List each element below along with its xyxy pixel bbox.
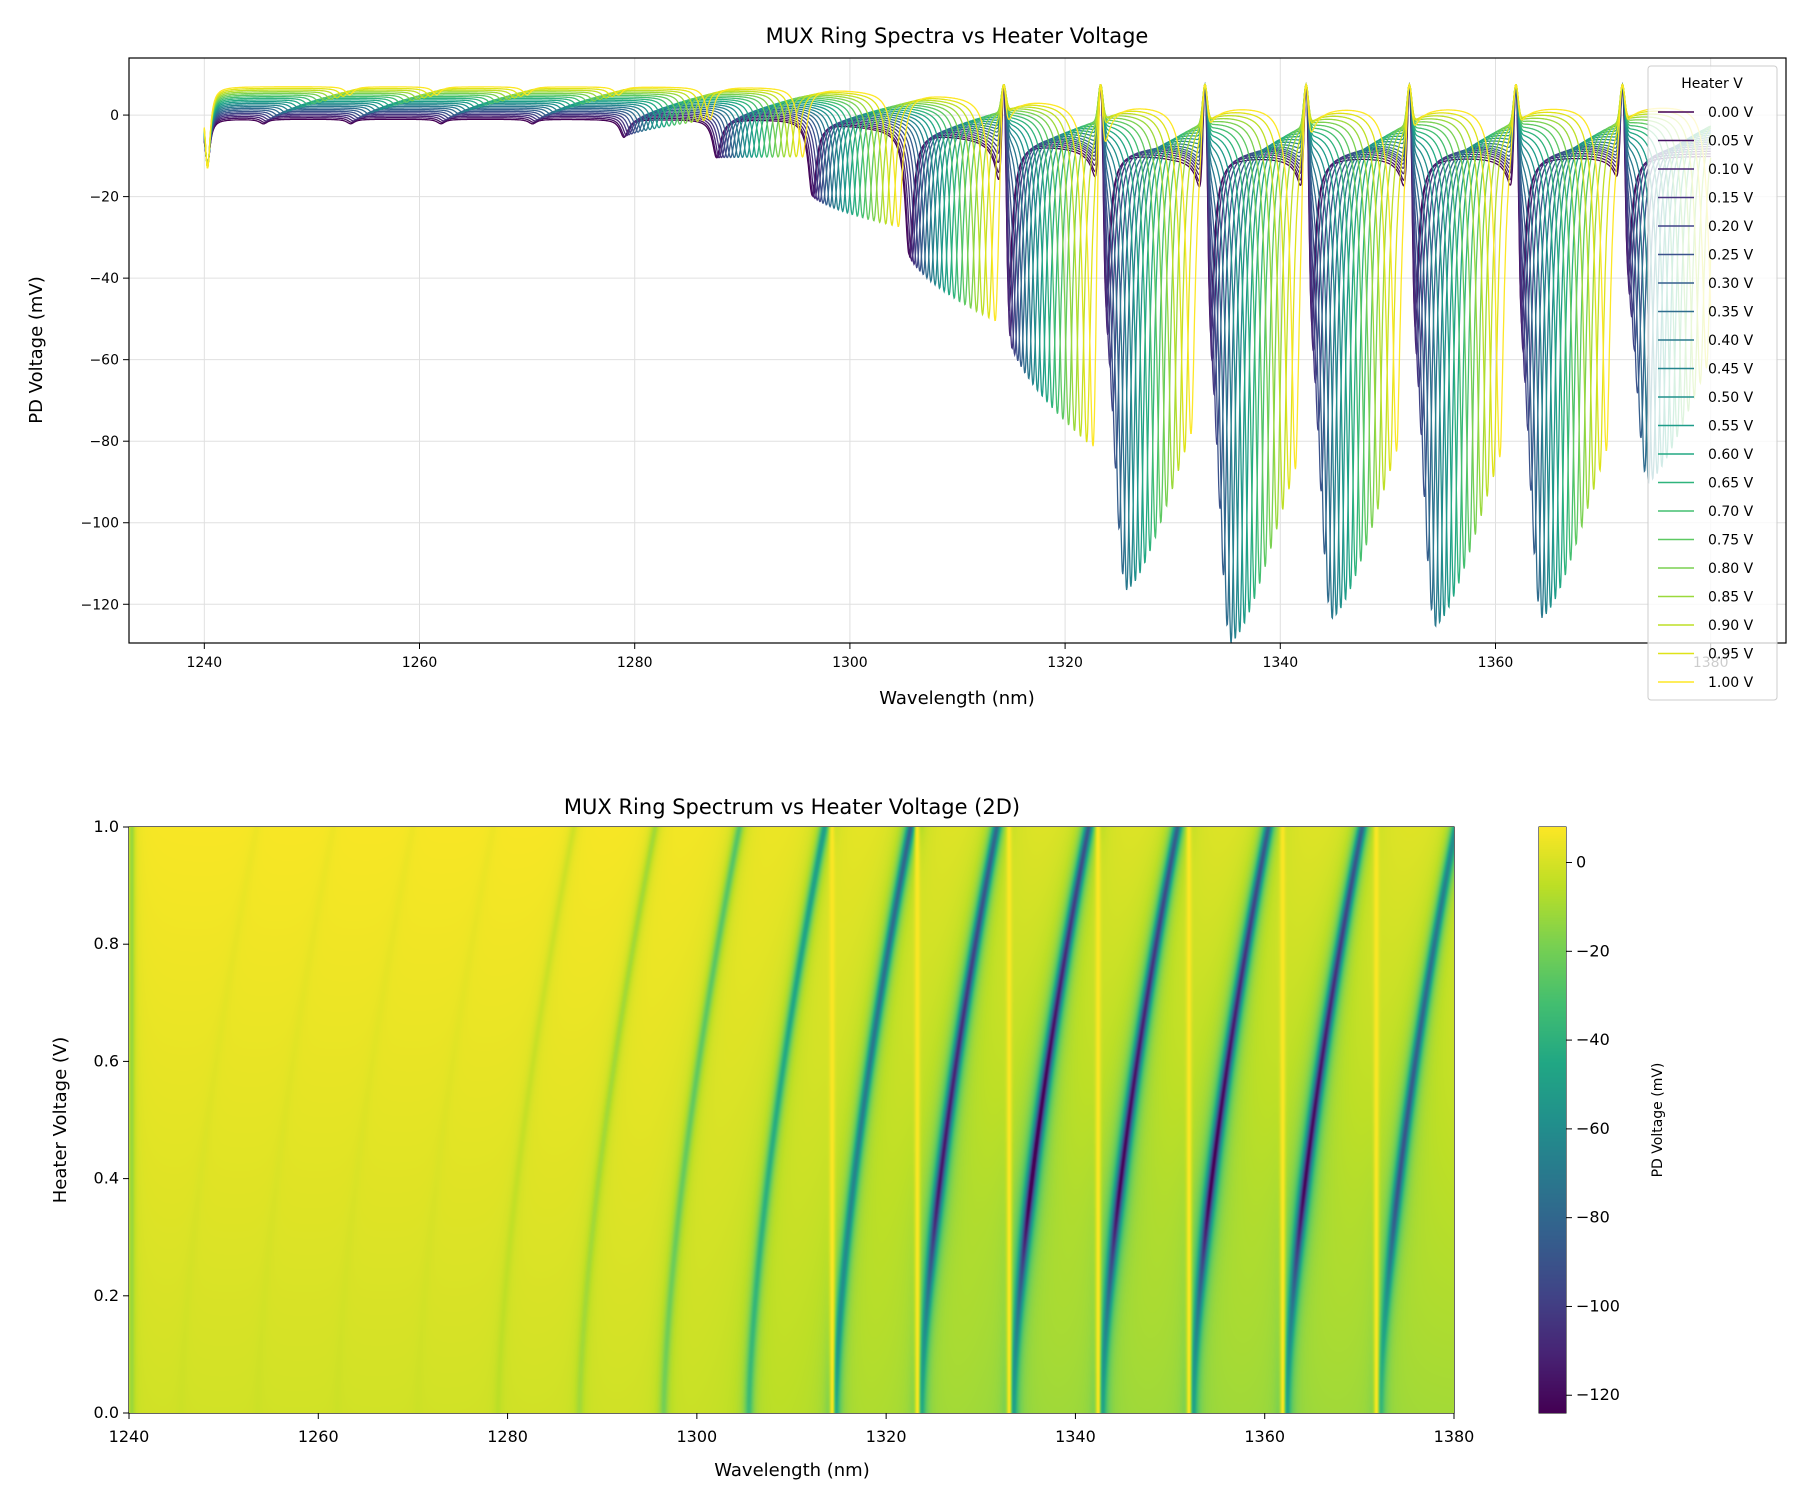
legend-label: 0.80 V <box>1708 561 1754 577</box>
legend-label: 0.70 V <box>1708 504 1754 520</box>
legend-label: 0.10 V <box>1708 162 1754 178</box>
colorbar-tick-label: −60 <box>1576 1119 1610 1138</box>
legend-label: 0.05 V <box>1708 134 1754 150</box>
x-tick-label: 1360 <box>1478 655 1514 671</box>
axes-frame <box>128 57 1787 644</box>
colorbar-tick-label: −100 <box>1576 1296 1620 1315</box>
chart-title: MUX Ring Spectra vs Heater Voltage <box>766 24 1149 48</box>
legend-label: 0.75 V <box>1708 533 1754 549</box>
series-line-0-80-V <box>203 83 1712 549</box>
series-line-0-85-V <box>203 83 1712 530</box>
colorbar-tick-label: −40 <box>1576 1030 1610 1049</box>
legend-label: 0.55 V <box>1708 419 1754 435</box>
x-tick-label: 1240 <box>109 1427 150 1446</box>
legend-title: Heater V <box>1681 76 1743 92</box>
legend: Heater V 0.00 V 0.05 V 0.10 V 0.15 V 0.20 V 0… <box>1647 65 1778 701</box>
x-tick-label: 1360 <box>1244 1427 1285 1446</box>
legend-label: 0.30 V <box>1708 276 1754 292</box>
ticks: 1240 1260 1280 1300 1320 1340 1360 1380 0.0 0.2 0.… <box>94 817 1620 1446</box>
x-tick-label: 1260 <box>402 655 438 671</box>
legend-frame <box>1647 65 1778 701</box>
series-line-0-90-V <box>203 83 1712 510</box>
legend-label: 0.45 V <box>1708 362 1754 378</box>
heatmap-image <box>129 827 1454 1413</box>
legend-label: 0.95 V <box>1708 647 1754 663</box>
spectra-plot: 124012601280130013201340136013800−20−40−… <box>26 24 1787 709</box>
colorbar-tick-label: 0 <box>1576 853 1586 872</box>
series-line-0-00-V <box>203 84 1711 318</box>
legend-label: 0.15 V <box>1708 191 1754 207</box>
x-axis-label: Wavelength (nm) <box>879 688 1035 709</box>
series-line-0-95-V <box>203 82 1712 490</box>
x-tick-label: 1300 <box>832 655 868 671</box>
y-tick-label: −80 <box>89 434 119 450</box>
y-tick-label: −120 <box>81 597 119 613</box>
legend-label: 0.60 V <box>1708 447 1754 463</box>
x-tick-label: 1280 <box>487 1427 528 1446</box>
legend-label: 0.40 V <box>1708 333 1754 349</box>
legend-label: 0.50 V <box>1708 390 1754 406</box>
legend-label: 0.85 V <box>1708 590 1754 606</box>
colorbar <box>1539 827 1566 1413</box>
y-axis-label: PD Voltage (mV) <box>26 276 47 424</box>
series-line-1-00-V <box>203 82 1712 470</box>
y-tick-label: 0.6 <box>94 1051 119 1070</box>
y-tick-label: −40 <box>89 271 119 287</box>
x-tick-label: 1240 <box>186 655 222 671</box>
x-tick-label: 1340 <box>1055 1427 1096 1446</box>
legend-label: 0.65 V <box>1708 476 1754 492</box>
y-axis-label: Heater Voltage (V) <box>50 1037 71 1204</box>
legend-label: 0.25 V <box>1708 248 1754 264</box>
y-tick-label: 0.0 <box>94 1403 119 1422</box>
y-tick-label: 0 <box>110 108 119 124</box>
legend-label: 0.35 V <box>1708 305 1754 321</box>
legend-label: 0.90 V <box>1708 618 1754 634</box>
y-tick-label: −100 <box>81 516 119 532</box>
ticks: 124012601280130013201340136013800−20−40−… <box>81 108 1729 671</box>
colorbar-tick-label: −80 <box>1576 1208 1610 1227</box>
grid <box>129 58 1786 643</box>
chart-title: MUX Ring Spectrum vs Heater Voltage (2D) <box>564 795 1020 819</box>
series-lines <box>203 81 1712 643</box>
y-tick-label: −60 <box>89 353 119 369</box>
y-tick-label: 0.2 <box>94 1286 119 1305</box>
x-axis-label: Wavelength (nm) <box>714 1460 870 1481</box>
series-line-0-70-V <box>203 83 1711 584</box>
y-tick-label: −20 <box>89 190 119 206</box>
y-tick-label: 1.0 <box>94 817 119 836</box>
x-tick-label: 1320 <box>1047 655 1083 671</box>
series-line-0-65-V <box>203 83 1711 599</box>
legend-label: 1.00 V <box>1708 675 1754 691</box>
y-tick-label: 0.4 <box>94 1169 119 1188</box>
series-line-0-75-V <box>203 83 1712 567</box>
x-tick-label: 1340 <box>1262 655 1298 671</box>
x-tick-label: 1260 <box>298 1427 339 1446</box>
colorbar-tick-label: −20 <box>1576 941 1610 960</box>
x-tick-label: 1320 <box>866 1427 907 1446</box>
colorbar-label: PD Voltage (mV) <box>1650 1063 1666 1178</box>
y-tick-label: 0.8 <box>94 934 119 953</box>
x-tick-label: 1280 <box>617 655 653 671</box>
colorbar-tick-label: −120 <box>1576 1385 1620 1404</box>
x-tick-label: 1300 <box>676 1427 717 1446</box>
heatmap-plot: 1240 1260 1280 1300 1320 1340 1360 1380 0.0 0.2 0.… <box>50 795 1666 1481</box>
legend-label: 0.20 V <box>1708 219 1754 235</box>
x-tick-label: 1380 <box>1434 1427 1475 1446</box>
legend-label: 0.00 V <box>1708 105 1754 121</box>
